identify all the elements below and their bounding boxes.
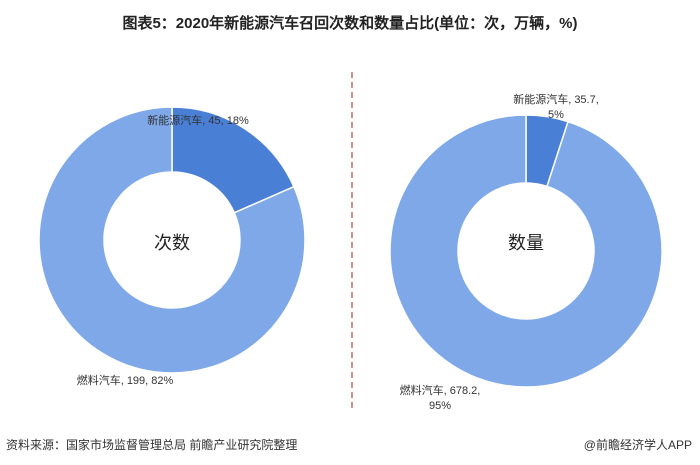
donut-chart-count <box>38 106 306 374</box>
center-label-quantity: 数量 <box>508 233 544 253</box>
label-left-fuel: 燃料汽车, 199, 82% <box>77 373 174 387</box>
chart-title: 图表5：2020年新能源汽车召回次数和数量占比(单位：次，万辆，%) <box>122 15 578 32</box>
count-slice-fuel <box>38 106 306 374</box>
label-right-fuel-line2: 95% <box>429 400 451 412</box>
donut-chart-quantity <box>389 114 663 388</box>
brand-credit: @前瞻经济学人APP <box>583 438 692 452</box>
source-note: 资料来源：国家市场监督管理总局 前瞻产业研究院整理 <box>6 438 298 452</box>
quantity-slice-fuel <box>389 114 663 388</box>
count-slice-new-energy <box>171 106 295 214</box>
label-right-fuel-line1: 燃料汽车, 678.2, <box>400 383 481 397</box>
label-right-new-energy-line1: 新能源汽车, 35.7, <box>513 92 599 106</box>
center-label-count: 次数 <box>154 233 190 253</box>
label-left-new-energy: 新能源汽车, 45, 18% <box>147 113 249 127</box>
label-right-new-energy-line2: 5% <box>548 109 564 121</box>
